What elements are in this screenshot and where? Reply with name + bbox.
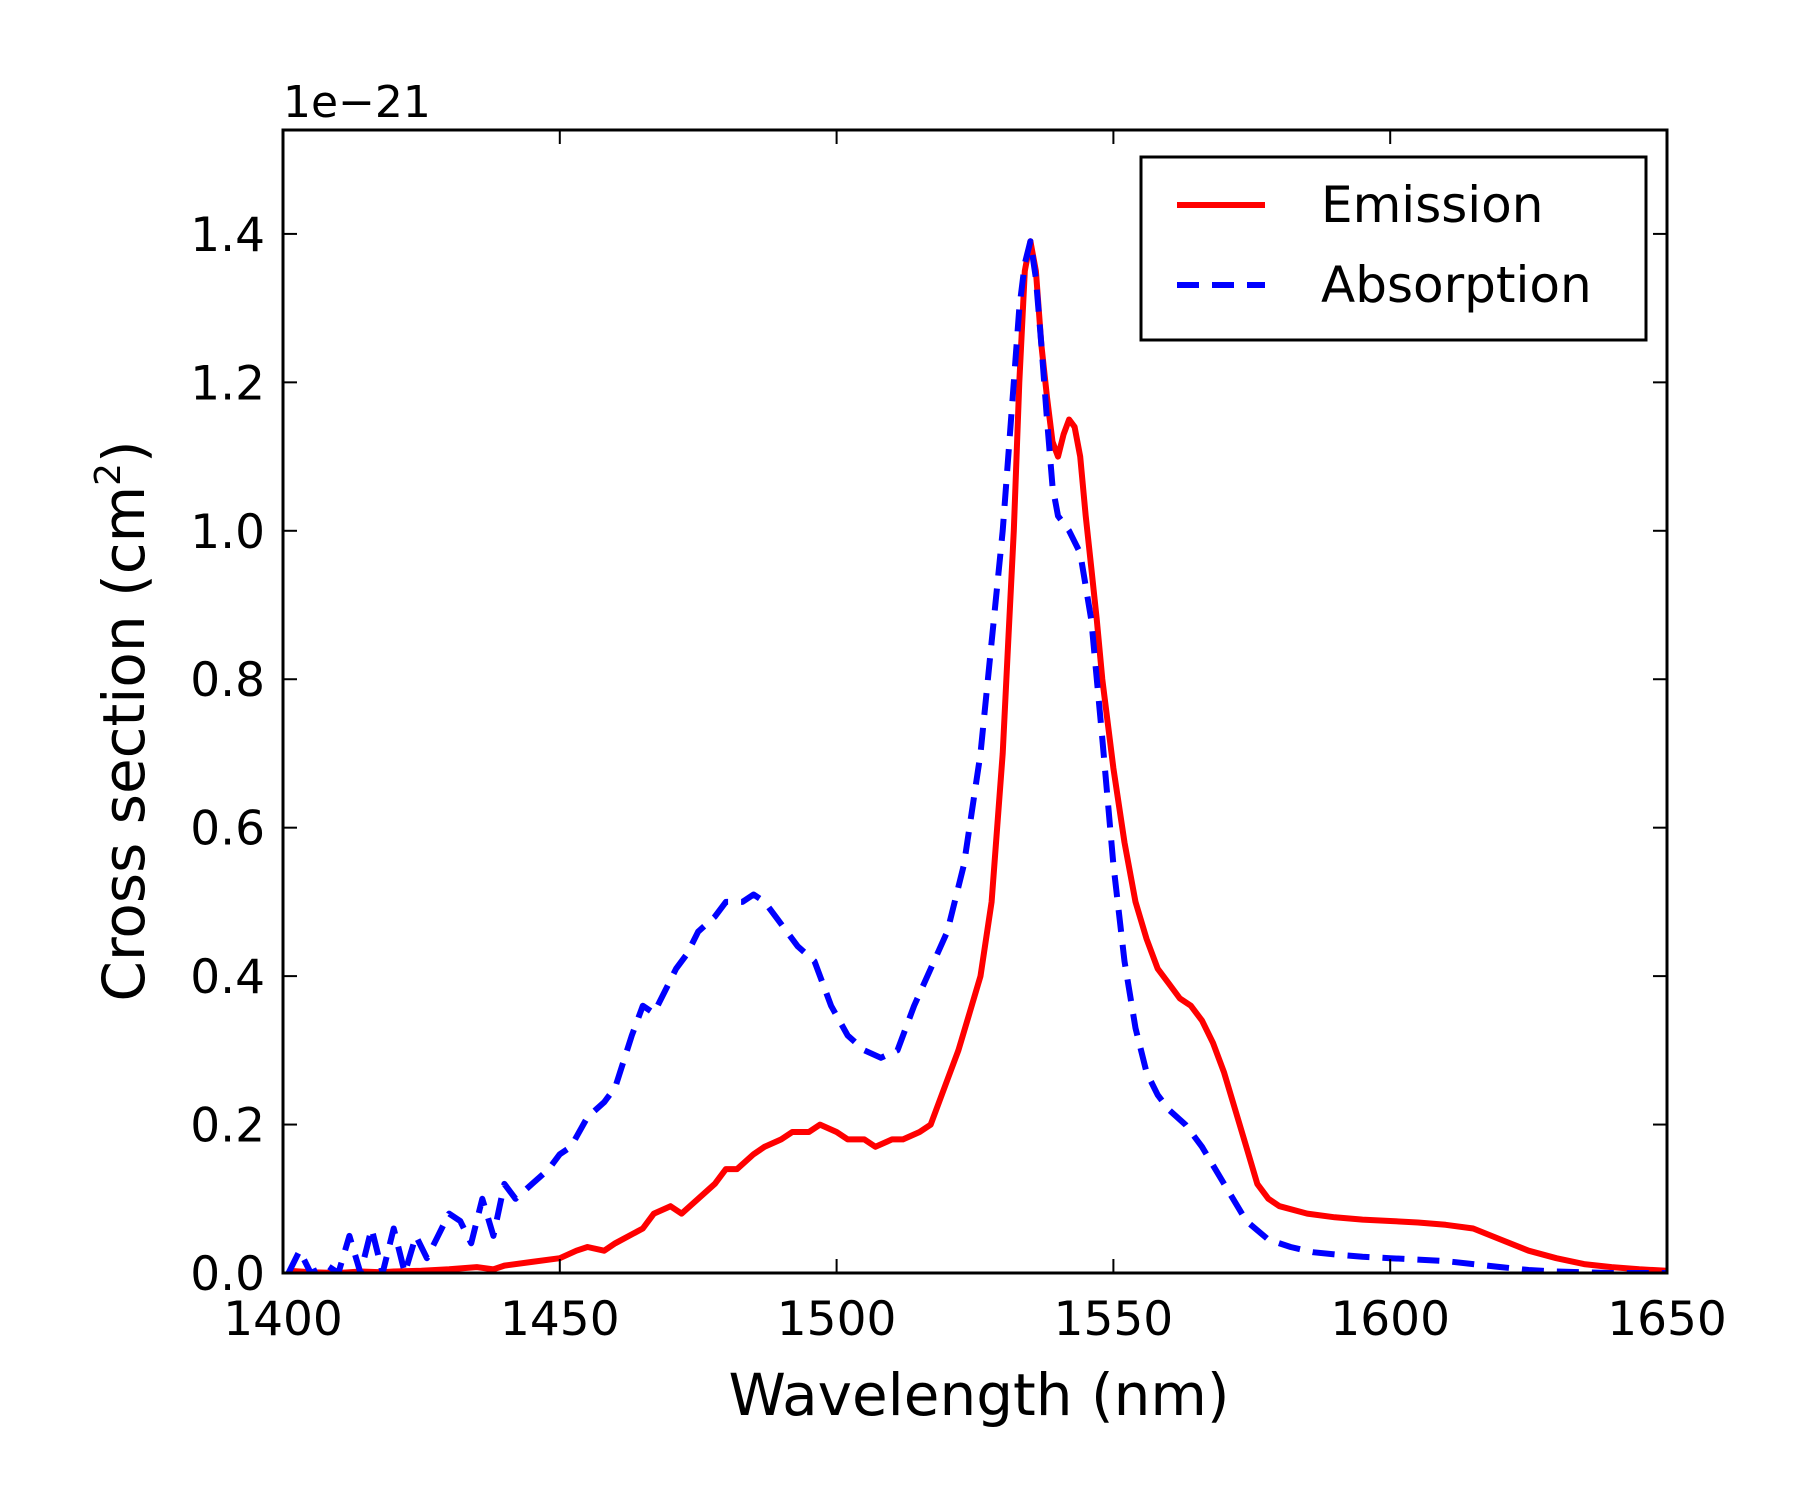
y-tick-label: 0.6 (190, 802, 265, 857)
y-tick-label: 1.2 (190, 356, 265, 411)
plot-lines (289, 241, 1668, 1273)
legend: Emission Absorption (1141, 157, 1646, 340)
series-absorption-line (289, 241, 1668, 1273)
legend-absorption-label: Absorption (1321, 256, 1592, 314)
x-tick-label: 1500 (777, 1292, 897, 1347)
y-tick-label: 1.4 (190, 208, 265, 263)
x-tick-label: 1600 (1330, 1292, 1450, 1347)
y-axis-offset-label: 1e−21 (283, 77, 431, 128)
y-axis-label-main: Cross section (cm (90, 486, 158, 1002)
y-axis-label: Cross section (cm2) (88, 440, 158, 1001)
y-tick-label: 1.0 (190, 505, 265, 560)
series-emission-line (289, 241, 1668, 1273)
axis-tick-labels: 1400 1450 1500 1550 1600 16500.00.20.40.60.81… (190, 208, 1727, 1347)
y-axis-label-close: ) (90, 440, 158, 463)
x-tick-label: 1550 (1054, 1292, 1174, 1347)
x-axis-label: Wavelength (nm) (728, 1361, 1229, 1429)
y-tick-label: 0.0 (190, 1247, 265, 1302)
y-tick-label: 0.2 (190, 1099, 265, 1154)
y-tick-label: 0.8 (190, 653, 265, 708)
y-tick-label: 0.4 (190, 950, 265, 1005)
x-tick-label: 1450 (500, 1292, 620, 1347)
legend-emission-label: Emission (1321, 176, 1543, 234)
x-tick-label: 1650 (1607, 1292, 1727, 1347)
y-axis-label-superscript: 2 (88, 463, 129, 486)
